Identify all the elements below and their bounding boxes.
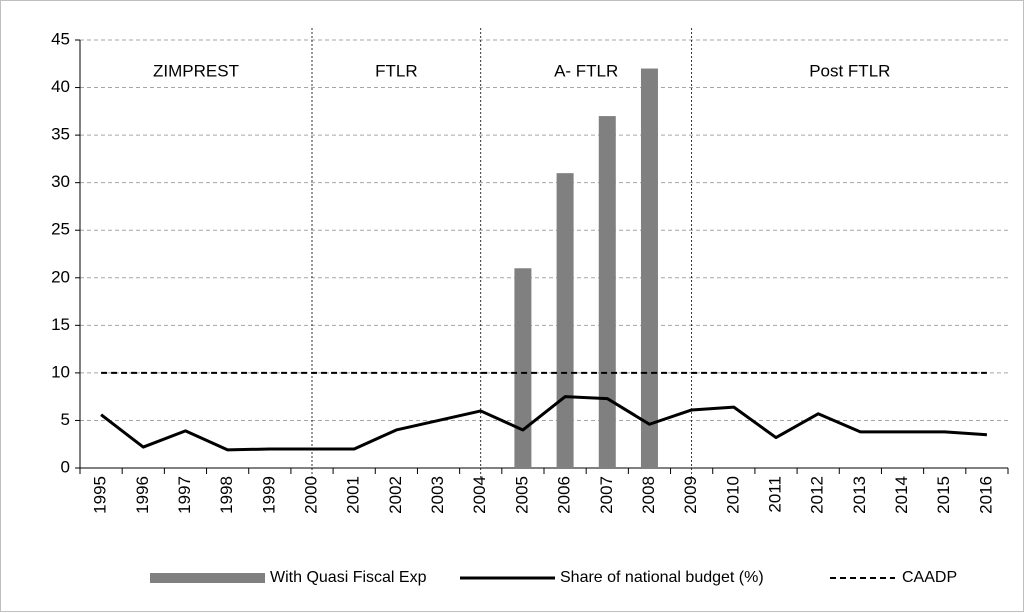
- x-tick-label: 2005: [512, 476, 531, 514]
- x-tick-label: 2000: [301, 476, 320, 514]
- y-tick-label: 35: [51, 125, 70, 144]
- x-tick-label: 2010: [723, 476, 742, 514]
- x-tick-label: 1999: [259, 476, 278, 514]
- x-tick-label: 2004: [470, 476, 489, 514]
- period-label: Post FTLR: [809, 61, 890, 80]
- y-tick-label: 45: [51, 29, 70, 48]
- bar: [598, 116, 616, 468]
- legend-label: Share of national budget (%): [560, 569, 764, 586]
- y-tick-label: 25: [51, 220, 70, 239]
- y-tick-label: 10: [51, 362, 70, 381]
- x-tick-label: 2003: [428, 476, 447, 514]
- x-tick-label: 2006: [555, 476, 574, 514]
- x-tick-label: 1998: [217, 476, 236, 514]
- x-tick-label: 1997: [175, 476, 194, 514]
- bar: [640, 68, 658, 469]
- x-tick-label: 2011: [765, 476, 784, 513]
- period-label: ZIMPREST: [153, 61, 239, 80]
- period-label: A- FTLR: [554, 61, 618, 80]
- y-tick-label: 40: [51, 77, 70, 96]
- y-tick-label: 0: [61, 457, 70, 476]
- x-tick-label: 1996: [133, 476, 152, 514]
- legend-label: With Quasi Fiscal Exp: [270, 569, 427, 586]
- x-tick-label: 2012: [808, 476, 827, 514]
- y-tick-label: 5: [61, 410, 70, 429]
- x-tick-label: 2016: [976, 476, 995, 514]
- legend-label: CAADP: [902, 569, 957, 586]
- x-tick-label: 2013: [850, 476, 869, 514]
- x-tick-label: 2007: [597, 476, 616, 514]
- x-tick-label: 1995: [91, 476, 110, 514]
- y-tick-label: 30: [51, 172, 70, 191]
- x-tick-label: 2008: [639, 476, 658, 514]
- bar: [556, 173, 574, 468]
- line: [100, 395, 988, 452]
- x-tick-label: 2014: [892, 476, 911, 514]
- y-tick-label: 15: [51, 315, 70, 334]
- x-tick-label: 2015: [934, 476, 953, 514]
- period-label: FTLR: [375, 61, 418, 80]
- y-tick-label: 20: [51, 267, 70, 286]
- bar: [514, 268, 532, 468]
- x-tick-label: 2002: [386, 476, 405, 514]
- x-tick-label: 2009: [681, 476, 700, 514]
- x-tick-label: 2001: [344, 476, 363, 514]
- legend-swatch: [150, 573, 265, 583]
